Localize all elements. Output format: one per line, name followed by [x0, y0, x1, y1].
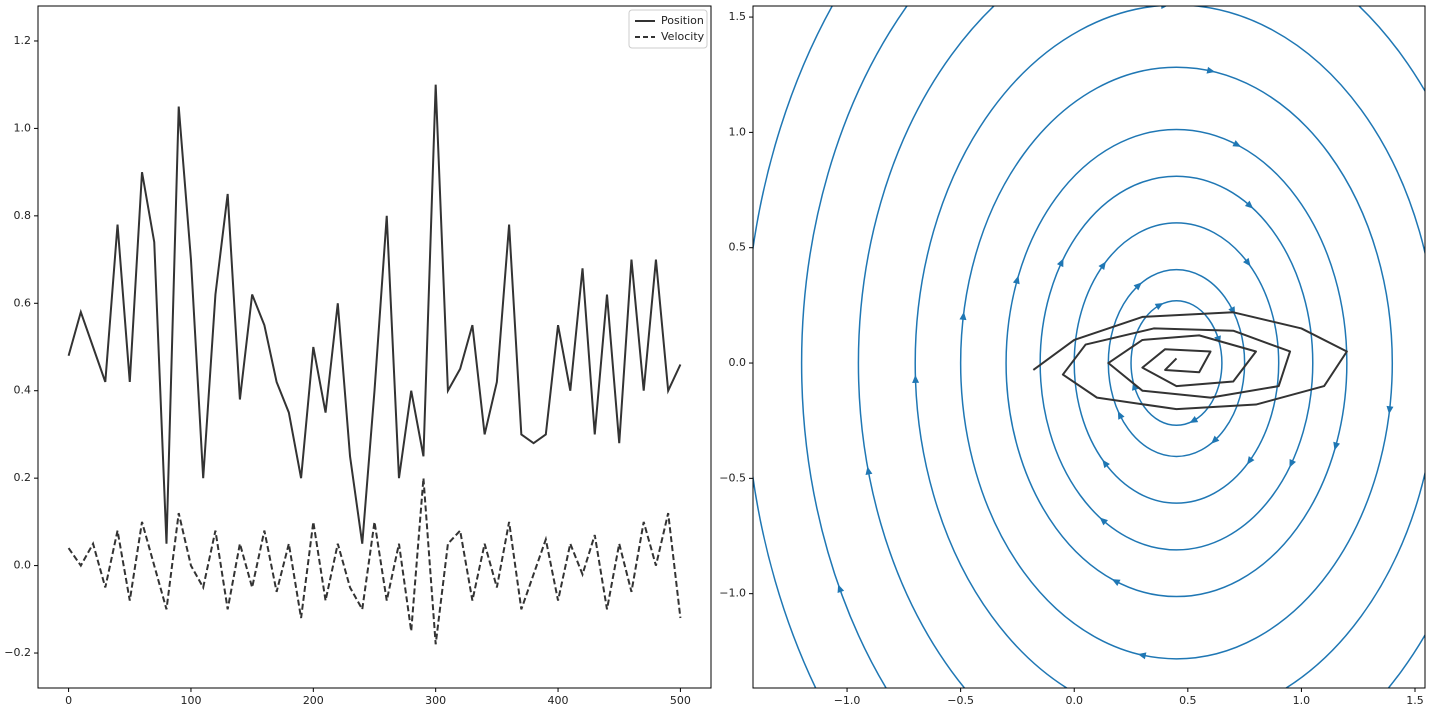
- y-tick-label: 0.8: [14, 209, 32, 222]
- stream-arrow: [1211, 435, 1220, 444]
- streamline: [959, 66, 1394, 660]
- axes-frame: [752, 5, 1426, 689]
- stream-arrow: [1137, 652, 1147, 660]
- stream-arrow: [1243, 257, 1251, 267]
- streamline: [1107, 268, 1246, 458]
- streamline: [753, 6, 834, 688]
- x-tick-label: 300: [425, 694, 446, 707]
- y-tick-label: 0.0: [14, 559, 32, 572]
- streamline: [1073, 222, 1280, 504]
- y-tick-label: 0.2: [14, 471, 32, 484]
- stream-arrow: [912, 374, 920, 384]
- streamline: [1039, 175, 1314, 551]
- legend-box: [628, 9, 708, 49]
- x-tick-label: 500: [670, 694, 691, 707]
- stream-arrow: [1102, 459, 1110, 469]
- y-tick-label: 0.4: [14, 384, 32, 397]
- stream-arrow: [1117, 411, 1125, 420]
- stream-arrow: [1099, 517, 1108, 526]
- stream-arrow: [1189, 416, 1199, 424]
- line-series: [67, 478, 682, 645]
- x-tick-label: 100: [180, 694, 201, 707]
- stream-arrow: [1098, 261, 1106, 270]
- x-tick-label: 1.0: [1293, 694, 1311, 707]
- x-tick-label: −1.0: [834, 694, 861, 707]
- x-tick-label: −0.5: [947, 694, 974, 707]
- trajectory: [1032, 311, 1348, 411]
- y-tick-label: −0.5: [719, 471, 746, 484]
- y-tick-label: 1.2: [14, 34, 32, 47]
- streamline: [1005, 128, 1348, 598]
- x-tick-label: 0.0: [1065, 694, 1083, 707]
- y-tick-label: 1.0: [729, 125, 747, 138]
- legend: Position Velocity: [628, 9, 708, 49]
- stream-arrow: [1244, 200, 1254, 209]
- streamline: [914, 6, 1425, 688]
- y-tick-label: 0.6: [14, 296, 32, 309]
- stream-arrow: [959, 311, 967, 321]
- stream-arrow: [1056, 258, 1064, 268]
- stream-arrow: [1246, 456, 1255, 465]
- stream-arrow: [1232, 140, 1242, 147]
- y-tick-label: 0.5: [729, 241, 747, 254]
- plot-area: [67, 84, 682, 645]
- x-tick-label: 200: [303, 694, 324, 707]
- y-tick-label: 1.5: [729, 10, 747, 23]
- streamline: [857, 6, 1425, 688]
- x-tick-label: 1.5: [1406, 694, 1424, 707]
- x-tick-label: 400: [548, 694, 569, 707]
- stream-arrow: [865, 466, 873, 476]
- x-tick-label: 0.5: [1179, 694, 1197, 707]
- legend-label: Velocity: [661, 30, 705, 43]
- x-tick-label: 0: [65, 694, 72, 707]
- line-series: [67, 84, 682, 544]
- y-tick-label: 1.0: [14, 121, 32, 134]
- stream-arrow: [1161, 6, 1168, 10]
- stream-arrow: [1133, 282, 1142, 291]
- stream-arrow: [1012, 275, 1020, 285]
- streamline: [800, 6, 908, 688]
- y-tick-label: −1.0: [719, 587, 746, 600]
- stream-arrow: [837, 584, 845, 594]
- streamline: [1130, 300, 1223, 427]
- y-tick-label: 0.0: [729, 356, 747, 369]
- stream-arrow: [1333, 441, 1341, 451]
- stream-arrow: [1386, 405, 1394, 415]
- plot-area: [677, 0, 1432, 712]
- streamline: [677, 0, 1432, 712]
- stream-arrow: [1154, 303, 1164, 311]
- stream-arrow: [1289, 458, 1296, 468]
- stream-arrow: [1111, 579, 1121, 586]
- legend-label: Position: [661, 14, 704, 27]
- stream-arrow: [1206, 66, 1216, 74]
- y-tick-label: −0.2: [4, 646, 31, 659]
- axes-frame: [37, 5, 712, 689]
